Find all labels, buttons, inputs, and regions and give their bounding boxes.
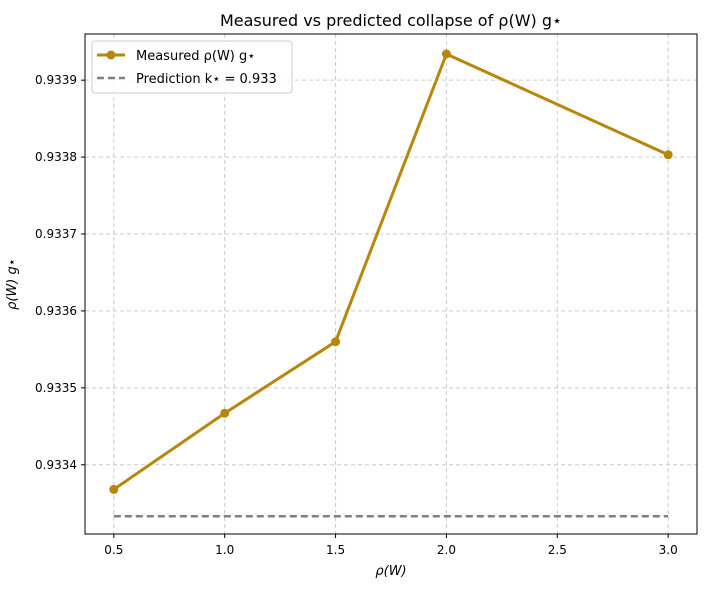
y-tick-label: 0.9339	[35, 73, 77, 87]
x-tick-label: 0.5	[104, 543, 123, 557]
x-tick-label: 1.0	[215, 543, 234, 557]
measured-data-point	[220, 408, 230, 418]
measured-series-line	[112, 51, 669, 491]
series-layer	[109, 49, 673, 518]
x-axis-label: ρ(W)	[375, 564, 406, 579]
measured-data-point	[663, 150, 673, 160]
y-tick-label: 0.9336	[35, 304, 77, 318]
y-axis-ticks: 0.9334 0.9335 0.9336 0.9337 0.9338 0.9339	[35, 73, 85, 472]
x-tick-label: 3.0	[659, 543, 678, 557]
plot-frame	[84, 33, 698, 535]
legend-measured-marker	[106, 50, 116, 60]
legend-measured-label: Measured ρ(W) g⋆	[136, 49, 255, 64]
x-axis-ticks: 0.5 1.0 1.5 2.0 2.5 3.0	[104, 534, 678, 557]
y-axis-label: ρ(W) g⋆	[5, 258, 20, 310]
x-tick-label: 2.0	[437, 543, 456, 557]
legend-prediction-label: Prediction k⋆ = 0.933	[136, 72, 277, 87]
measured-data-point	[441, 49, 451, 59]
y-tick-label: 0.9334	[35, 458, 77, 472]
y-tick-label: 0.9337	[35, 227, 77, 241]
y-tick-label: 0.9335	[35, 381, 77, 395]
measured-data-point	[331, 337, 341, 347]
grid	[85, 34, 697, 534]
measured-data-point	[109, 484, 119, 494]
y-tick-label: 0.9338	[35, 150, 77, 164]
chart-title: Measured vs predicted collapse of ρ(W) g…	[220, 11, 562, 30]
legend-box	[91, 40, 293, 94]
legend: Measured ρ(W) g⋆ Prediction k⋆ = 0.933	[91, 40, 293, 94]
x-tick-label: 2.5	[548, 543, 567, 557]
x-tick-label: 1.5	[326, 543, 345, 557]
